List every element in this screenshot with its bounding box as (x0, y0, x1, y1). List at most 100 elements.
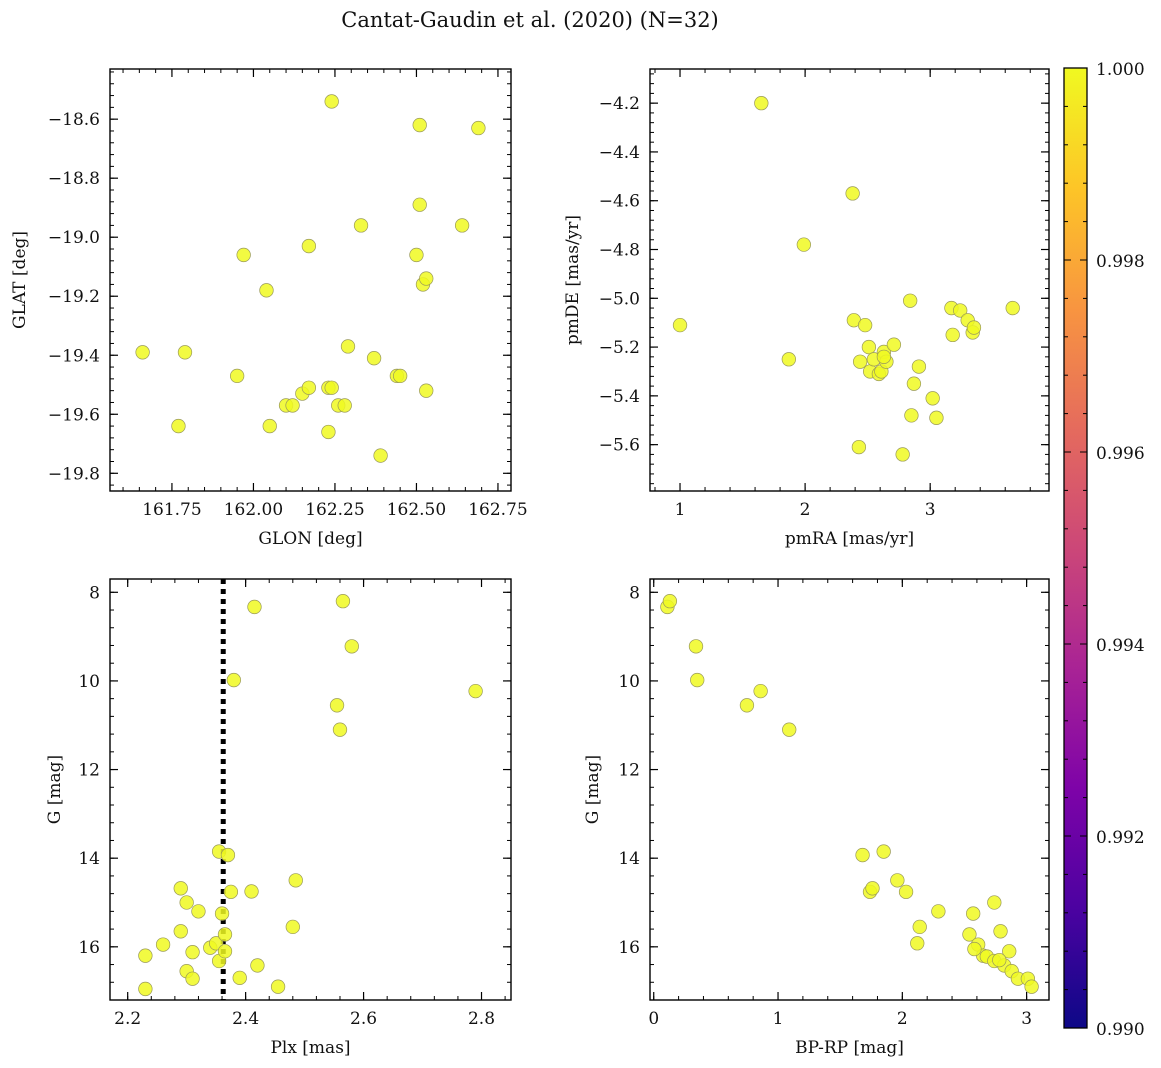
scatter-point (672, 317, 688, 333)
scatter-point (214, 906, 230, 921)
scatter-point (250, 958, 265, 973)
scatter-point (690, 672, 705, 688)
y-tick-label: 12 (78, 761, 100, 781)
scatter-point (191, 904, 206, 919)
x-tick-label: 3 (1021, 1009, 1032, 1029)
y-tick-label: −5.2 (599, 338, 640, 358)
minor-ticks (650, 69, 1049, 491)
x-tick-label: 2 (897, 1009, 908, 1029)
scatter-point (454, 218, 470, 233)
scatter-point (324, 380, 339, 395)
y-tick-label: 12 (618, 761, 640, 781)
colorbar-tick-label: 0.994 (1096, 636, 1145, 656)
x-tick-label: 2.8 (468, 1009, 495, 1029)
panel-plx-gmag: 2.2 2.4 2.6 2.8 8 10 12 14 16 Plx [mas] G [mag] (45, 578, 512, 1058)
y-tick-label: −4.2 (599, 94, 640, 114)
scatter-point (876, 844, 891, 859)
scatter-point (229, 368, 245, 384)
x-tick-label: 3 (925, 500, 936, 520)
scatter-point (898, 884, 914, 900)
x-axis-label: pmRA [mas/yr] (785, 529, 914, 549)
scatter-point (966, 906, 981, 921)
y-tick-label: 8 (89, 583, 100, 603)
scatter-point (962, 927, 977, 942)
scatter-point (925, 391, 940, 406)
y-tick-label: −18.6 (48, 110, 100, 130)
scatter-point (1024, 979, 1039, 994)
scatter-point (220, 847, 236, 863)
scatter-point (236, 247, 251, 263)
scatter-point (324, 94, 339, 109)
y-tick-label: −5.6 (599, 436, 640, 456)
x-axis-label: Plx [mas] (270, 1038, 350, 1058)
x-tick-label: 0 (648, 1009, 659, 1029)
axes-frame (649, 578, 1050, 1001)
scatter-point (217, 927, 233, 942)
scatter-point (1005, 300, 1020, 316)
scatter-point (247, 599, 262, 615)
scatter-point (739, 698, 755, 713)
scatter-point (471, 120, 486, 136)
y-tick-label: −18.8 (48, 169, 100, 189)
scatter-point (340, 339, 356, 354)
scatter-point (876, 349, 892, 364)
scatter-point (904, 408, 919, 423)
scatter-point (1002, 944, 1017, 959)
scatter-point (332, 722, 348, 737)
scatter-point (226, 672, 241, 688)
scatter-point (796, 237, 811, 252)
scatter-point (179, 895, 194, 910)
scatter-point (135, 345, 150, 360)
scatter-point (171, 418, 186, 434)
scatter-point (865, 881, 880, 896)
scatter-point (903, 293, 918, 308)
x-tick-label: 2 (800, 500, 811, 520)
scatter-point (223, 884, 239, 900)
scatter-point (217, 944, 233, 959)
scatter-point (259, 283, 274, 298)
panel-glon-glat: 161.75 162.00 162.25 162.50 162.75 −18.6 −18.8… (10, 68, 528, 549)
y-tick-label: −19.2 (48, 287, 100, 307)
scatter-point (468, 683, 483, 699)
scatter-point (155, 937, 171, 952)
scatter-point (953, 303, 968, 318)
y-tick-label: 8 (629, 583, 640, 603)
scatter-point (906, 376, 922, 391)
y-tick-label: 14 (618, 849, 640, 869)
panel-pmra-pmde: 1 2 3 −4.2 −4.4 −4.6 −4.8 −5.0 −5.2 −5.4 −5.6 pmRA … (563, 68, 1050, 549)
x-tick-label: 162.00 (224, 500, 283, 520)
x-tick-label: 1 (675, 500, 686, 520)
scatter-point (366, 351, 382, 366)
colorbar-tick-label: 0.992 (1096, 828, 1145, 848)
scatter-point (987, 895, 1002, 910)
scatter-point (861, 339, 877, 355)
minor-ticks (110, 579, 511, 1001)
y-tick-label: −4.4 (599, 143, 640, 163)
scatter-point (344, 639, 359, 654)
scatter-point (285, 398, 300, 413)
scatter-point (262, 418, 277, 434)
y-axis-label: G [mag] (45, 755, 65, 824)
y-axis-label: pmDE [mas/yr] (563, 215, 583, 345)
scatter-points (660, 594, 1039, 994)
y-tick-label: 16 (618, 938, 640, 958)
x-tick-label: 2.6 (350, 1009, 377, 1029)
scatter-point (393, 368, 408, 384)
colorbar-tick-label: 0.990 (1096, 1020, 1145, 1040)
scatter-point (373, 448, 388, 463)
x-tick-label: 1 (773, 1009, 784, 1029)
scatter-point (851, 439, 867, 455)
scatter-point (353, 218, 369, 233)
y-tick-label: −4.8 (599, 241, 640, 261)
scatter-point (967, 941, 982, 957)
scatter-point (138, 981, 153, 997)
y-tick-label: −19.6 (48, 405, 100, 425)
scatter-points (135, 94, 486, 463)
scatter-point (301, 380, 317, 395)
scatter-point (845, 186, 860, 201)
scatter-point (945, 327, 960, 343)
colorbar-gradient (1063, 67, 1088, 1029)
y-tick-label: −19.8 (48, 464, 100, 484)
x-tick-label: 161.75 (142, 500, 201, 520)
